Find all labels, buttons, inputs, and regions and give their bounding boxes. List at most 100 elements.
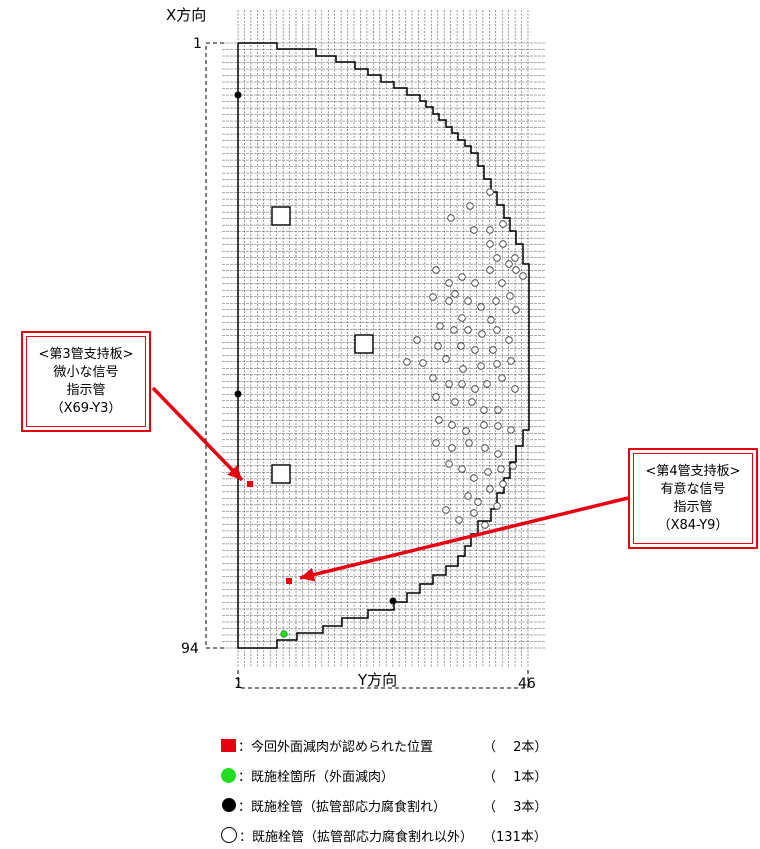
open-circle-icon bbox=[445, 380, 453, 388]
open-circle-icon bbox=[403, 358, 411, 366]
open-circle-icon bbox=[455, 516, 463, 524]
y-axis-end-label: 46 bbox=[518, 676, 536, 692]
black-dot-icon bbox=[222, 798, 236, 812]
open-circle-icon bbox=[480, 421, 488, 429]
open-circle-icon bbox=[506, 292, 514, 300]
open-circle-icon bbox=[478, 330, 486, 338]
open-circle-icon bbox=[480, 406, 488, 414]
support-square bbox=[271, 464, 291, 484]
open-circle-icon bbox=[468, 398, 476, 406]
open-circle-icon bbox=[470, 226, 478, 234]
legend-row-black: ：既施栓管（拡管部応力腐食割れ） （ 3本） bbox=[221, 795, 547, 815]
dimension-lines bbox=[205, 42, 529, 689]
open-circle-icon bbox=[458, 273, 466, 281]
open-circle-icon bbox=[499, 220, 507, 228]
open-circle-icon bbox=[413, 336, 421, 344]
legend-red-label: ：今回外面減肉が認められた位置 bbox=[238, 739, 434, 755]
y-axis-title: Y方向 bbox=[358, 671, 398, 689]
support-square bbox=[354, 334, 374, 354]
right-callout-arrow-head bbox=[300, 567, 316, 582]
open-circle-icon bbox=[493, 326, 501, 334]
open-circle-icon bbox=[451, 290, 459, 298]
legend-row-open: ：既施栓管（拡管部応力腐食割れ以外） （131本） bbox=[221, 825, 547, 845]
open-circle-icon bbox=[457, 342, 465, 350]
open-circle-icon bbox=[221, 827, 237, 843]
open-circle-icon bbox=[458, 314, 466, 322]
open-circle-icon bbox=[432, 393, 440, 401]
open-circle-icon bbox=[477, 303, 485, 311]
right-callout-arrow-shaft bbox=[299, 496, 629, 580]
open-circle-icon bbox=[436, 322, 444, 330]
open-circle-icon bbox=[447, 214, 455, 222]
tube-grid bbox=[222, 10, 545, 668]
open-circle-icon bbox=[429, 293, 437, 301]
open-circle-icon bbox=[509, 462, 517, 470]
open-circle-icon bbox=[481, 521, 489, 529]
green-dot-icon bbox=[280, 630, 288, 638]
open-circle-icon bbox=[499, 240, 507, 248]
x-axis-start-label: 1 bbox=[193, 36, 202, 52]
open-circle-icon bbox=[465, 439, 473, 447]
open-circle-icon bbox=[493, 360, 501, 368]
open-circle-icon bbox=[471, 279, 479, 287]
open-circle-icon bbox=[498, 279, 506, 287]
legend-row-red: ：今回外面減肉が認められた位置 （ 2本） bbox=[221, 735, 547, 755]
highlighted-tubes bbox=[247, 481, 292, 584]
open-circle-icon bbox=[442, 355, 450, 363]
open-circle-icon bbox=[486, 188, 494, 196]
open-circle-icon bbox=[448, 444, 456, 452]
legend-red-count: （ 2本） bbox=[483, 739, 548, 755]
open-circle-icon bbox=[497, 465, 505, 473]
open-circle-icon bbox=[462, 427, 470, 435]
open-circle-icon bbox=[451, 398, 459, 406]
red-square-icon bbox=[221, 738, 236, 752]
open-circle-icon bbox=[419, 359, 427, 367]
callout-right-line4: （X84-Y9） bbox=[657, 517, 729, 533]
open-circle-icon bbox=[483, 380, 491, 388]
open-circle-icon bbox=[445, 279, 453, 287]
open-circle-icon bbox=[511, 254, 519, 262]
open-circle-icon bbox=[474, 498, 482, 506]
open-circle-icon bbox=[445, 460, 453, 468]
open-circle-icon bbox=[432, 266, 440, 274]
open-circle-icon bbox=[487, 316, 495, 324]
open-circle-icon bbox=[486, 485, 494, 493]
open-circle-icon bbox=[434, 342, 442, 350]
open-circle-icon bbox=[429, 374, 437, 382]
open-circle-icon bbox=[459, 365, 467, 373]
legend-open-count: （131本） bbox=[483, 829, 547, 845]
open-circle-icon bbox=[507, 357, 515, 365]
open-circle-icon bbox=[492, 297, 500, 305]
black-dot-icon bbox=[234, 91, 242, 99]
callout-left-line2: 微小な信号 bbox=[53, 364, 119, 380]
black-dot-icon bbox=[234, 390, 242, 398]
open-circle-icon bbox=[450, 326, 458, 334]
open-circle-icon bbox=[466, 202, 474, 210]
callout-right-line3: 指示管 bbox=[673, 499, 713, 515]
callout-arrows bbox=[151, 386, 629, 582]
open-circle-icon bbox=[464, 492, 472, 500]
open-circle-icon bbox=[470, 474, 478, 482]
legend-green-count: （ 1本） bbox=[483, 769, 548, 785]
callout-left-line1: <第3管支持板> bbox=[38, 346, 134, 362]
x-axis-title: X方向 bbox=[166, 6, 207, 24]
legend-open-label: ：既施栓管（拡管部応力腐食割れ以外） bbox=[239, 829, 474, 845]
open-circle-icon bbox=[489, 346, 497, 354]
open-circle-icon bbox=[493, 502, 501, 510]
x-dimension-line bbox=[205, 42, 224, 649]
open-circle-icon bbox=[486, 266, 494, 274]
legend-row-green: ：既施栓箇所（外面減肉） （ 1本） bbox=[221, 765, 547, 785]
open-circle-icon bbox=[498, 374, 506, 382]
callout-left-line4: （X69-Y3） bbox=[50, 400, 122, 416]
open-circle-icon bbox=[458, 465, 466, 473]
open-circle-icon bbox=[471, 346, 479, 354]
support-squares bbox=[271, 206, 374, 484]
open-circle-icon bbox=[507, 426, 515, 434]
support-square bbox=[271, 206, 291, 226]
open-circle-icon bbox=[445, 297, 453, 305]
open-circle-icon bbox=[505, 260, 513, 268]
open-circle-icon bbox=[464, 326, 472, 334]
open-circle-icon bbox=[432, 439, 440, 447]
callout-left-line3: 指示管 bbox=[66, 382, 106, 398]
